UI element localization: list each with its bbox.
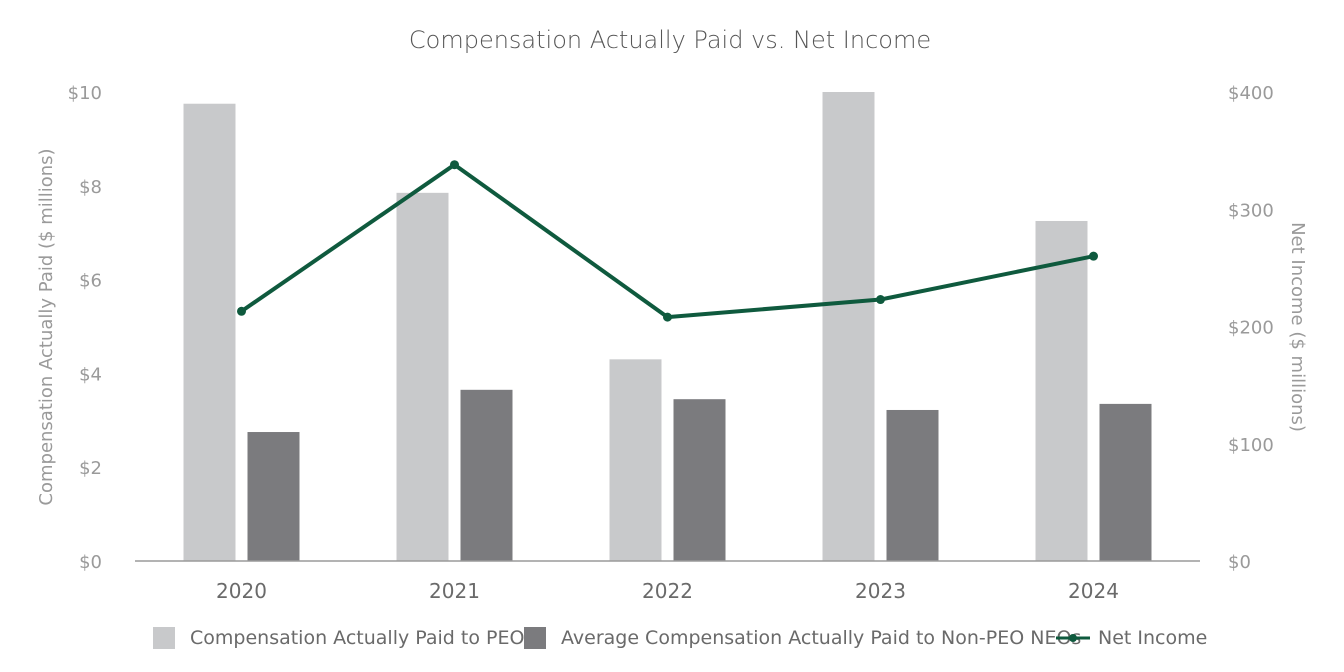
right-axis-label: Net Income ($ millions) — [1287, 222, 1308, 432]
x-tick-label: 2024 — [1068, 579, 1119, 603]
bar-non-peo — [247, 432, 300, 561]
right-tick-label: $200 — [1228, 318, 1274, 339]
bars — [183, 92, 1152, 561]
net-income-point — [1089, 251, 1098, 261]
x-tick-label: 2022 — [642, 579, 693, 603]
bar-peo — [396, 192, 449, 561]
legend-label-net-income: Net Income — [1098, 627, 1207, 649]
bar-non-peo — [1099, 403, 1152, 561]
legend-swatch-non-peo — [524, 627, 546, 649]
right-tick-label: $100 — [1228, 435, 1274, 456]
legend-label-non-peo: Average Compensation Actually Paid to No… — [561, 627, 1081, 649]
legend-swatch-peo — [153, 627, 175, 649]
net-income-point — [450, 160, 459, 170]
x-tick-label: 2023 — [855, 579, 906, 603]
left-tick-label: $2 — [79, 458, 102, 479]
net-income-line — [237, 160, 1098, 322]
right-axis-ticks: $0 $100 $200 $300 $400 — [1228, 83, 1274, 573]
bar-non-peo — [460, 389, 513, 561]
bar-non-peo — [886, 409, 939, 561]
right-tick-label: $400 — [1228, 83, 1274, 104]
bar-peo — [183, 103, 236, 561]
left-tick-label: $0 — [79, 552, 102, 573]
left-axis-label: Compensation Actually Paid ($ millions) — [36, 148, 57, 505]
legend: Compensation Actually Paid to PEO Averag… — [153, 627, 1207, 649]
legend-swatch-net-income-marker — [1069, 634, 1077, 642]
x-tick-label: 2020 — [216, 579, 267, 603]
net-income-point — [237, 306, 246, 316]
bar-peo — [609, 359, 662, 561]
chart-title: Compensation Actually Paid vs. Net Incom… — [409, 26, 931, 54]
left-axis-ticks: $0 $2 $4 $6 $8 $10 — [68, 83, 102, 573]
x-tick-label: 2021 — [429, 579, 480, 603]
right-tick-label: $0 — [1228, 552, 1251, 573]
left-tick-label: $6 — [79, 271, 102, 292]
left-tick-label: $8 — [79, 177, 102, 198]
left-tick-label: $4 — [79, 364, 102, 385]
legend-label-peo: Compensation Actually Paid to PEO — [190, 627, 524, 649]
right-tick-label: $300 — [1228, 200, 1274, 221]
x-axis-ticks: 2020 2021 2022 2023 2024 — [216, 579, 1119, 603]
left-tick-label: $10 — [68, 83, 102, 104]
bar-peo — [822, 92, 875, 561]
bar-peo — [1035, 220, 1088, 561]
bar-non-peo — [673, 399, 726, 561]
net-income-point — [876, 295, 885, 305]
net-income-point — [663, 312, 672, 322]
net-income-polyline — [240, 162, 1094, 320]
